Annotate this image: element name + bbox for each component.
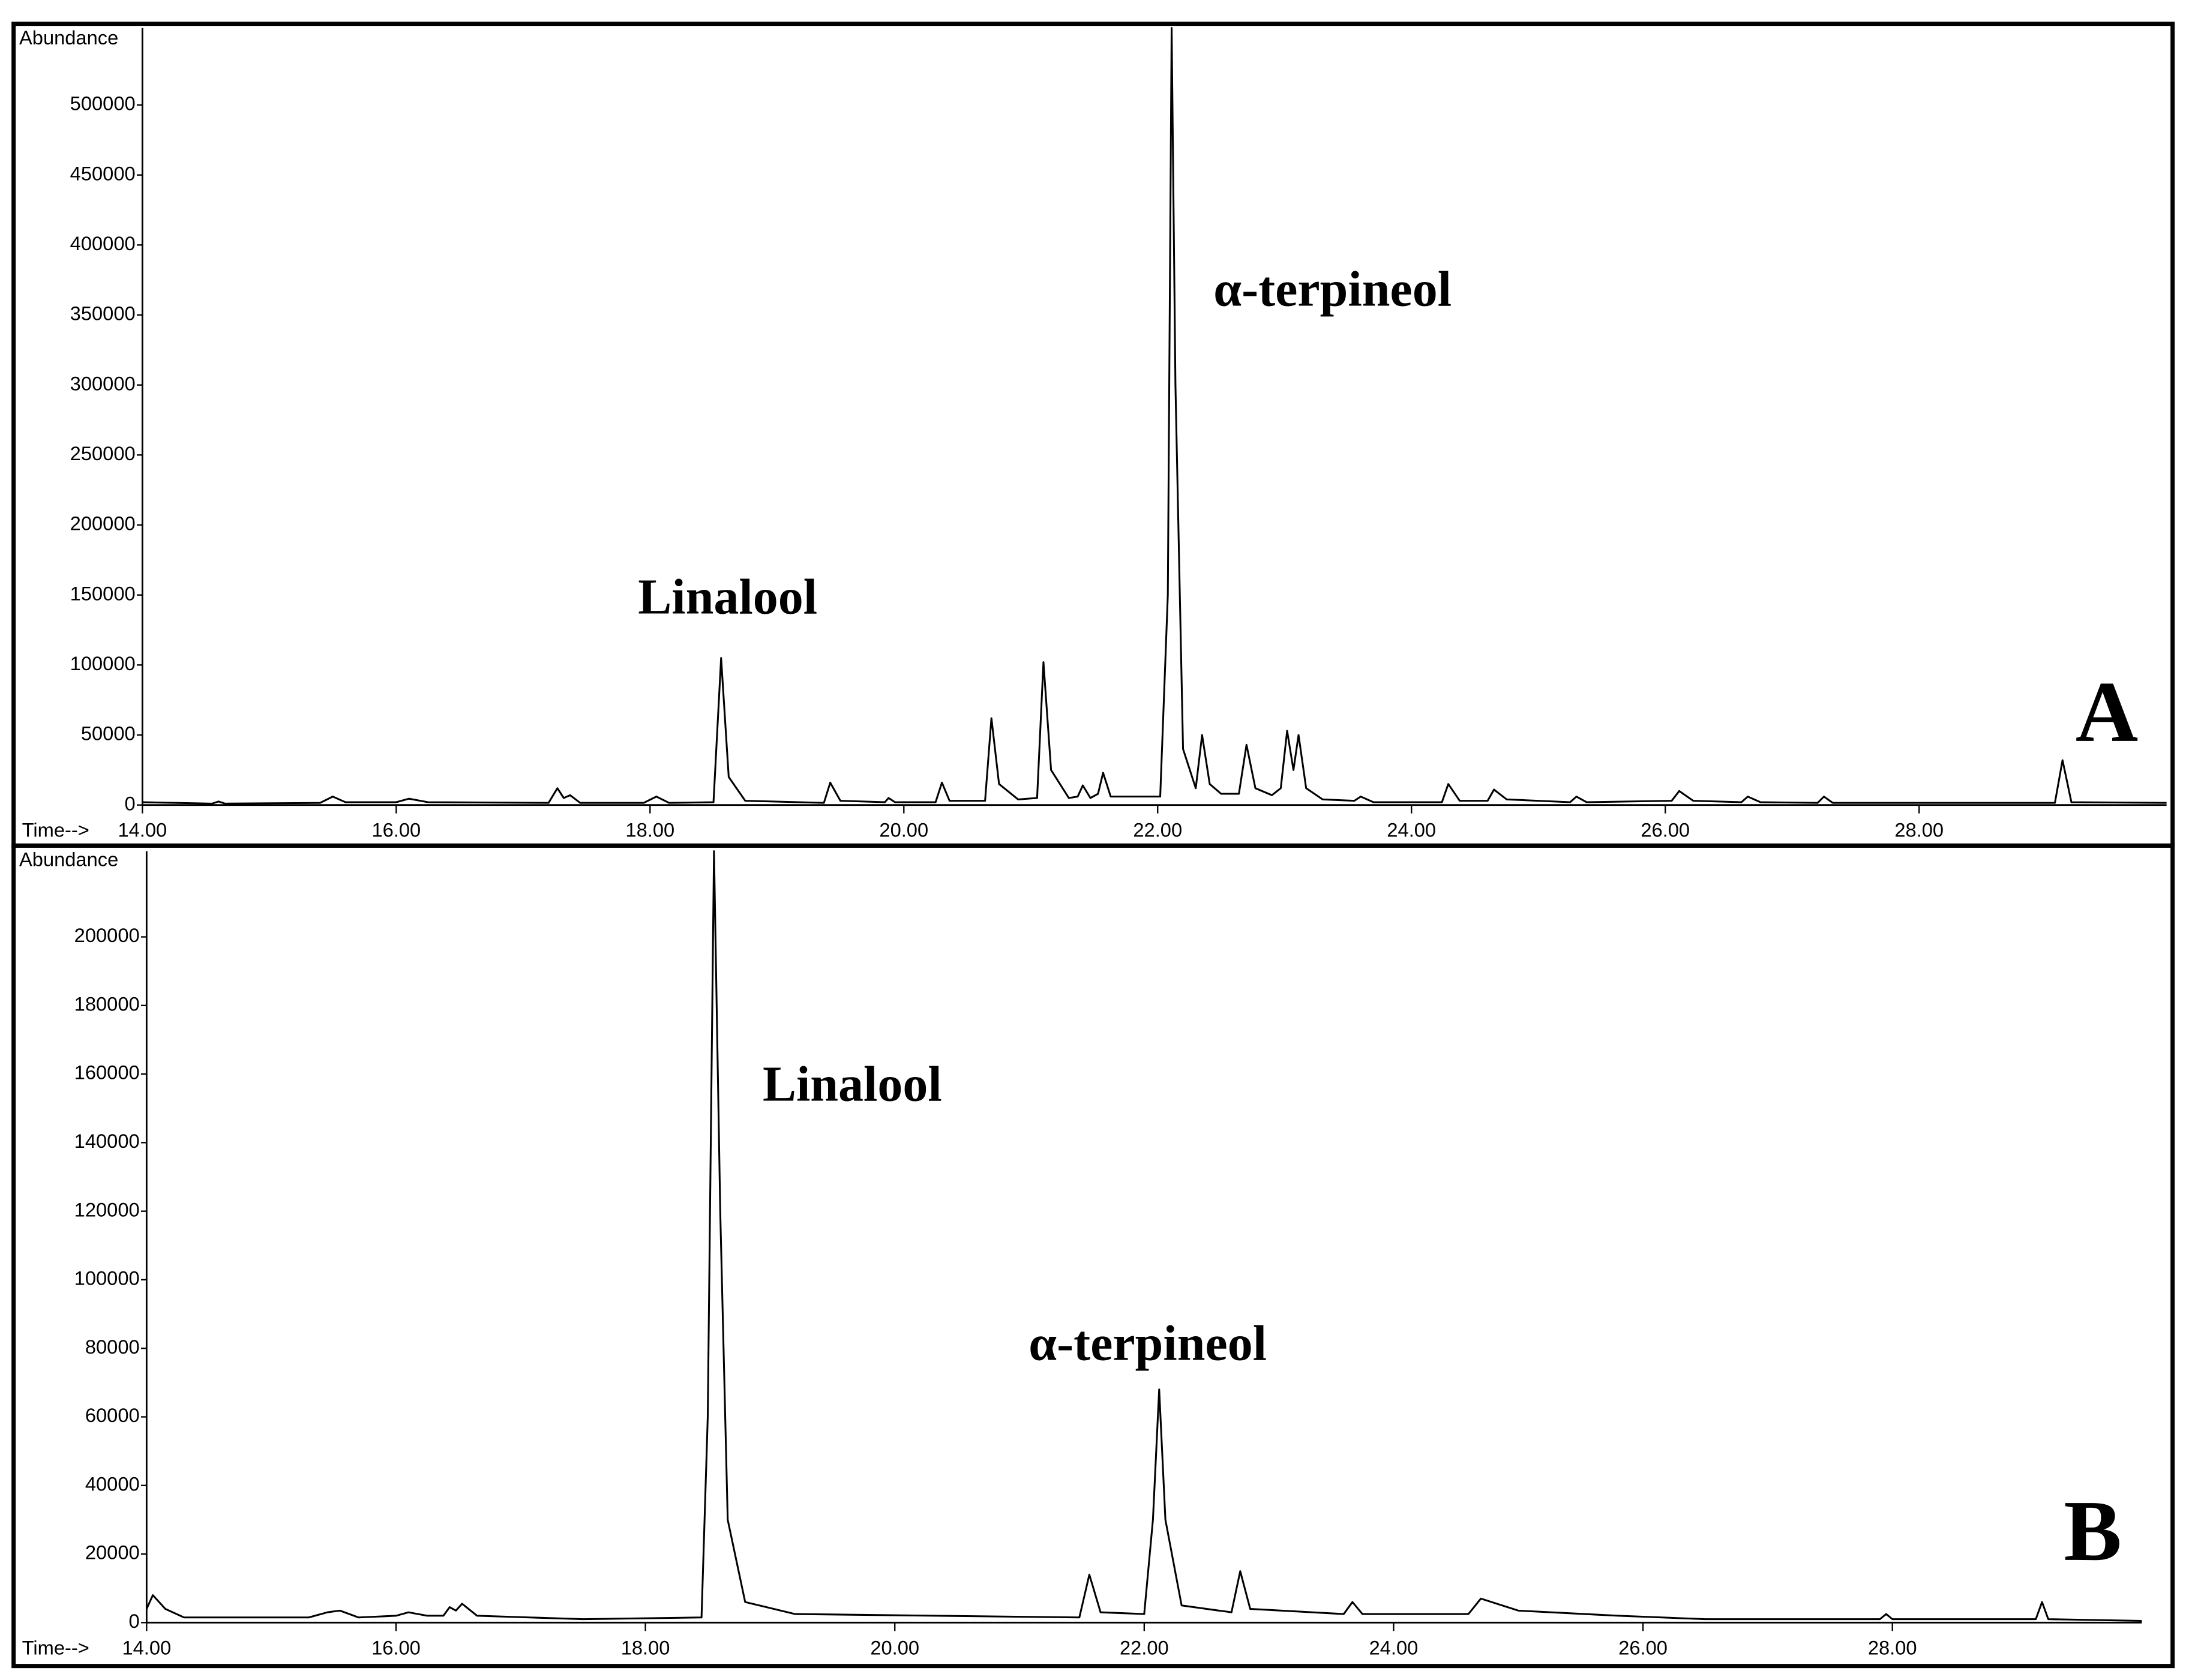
x-tick-label: 16.00: [371, 819, 421, 841]
y-tick-label: 0: [128, 1610, 139, 1632]
panel-label: B: [2064, 1483, 2122, 1579]
y-tick-label: 40000: [85, 1472, 140, 1495]
y-axis-label: Abundance: [19, 26, 118, 49]
panel-label: A: [2076, 664, 2138, 760]
y-tick-label: 80000: [85, 1336, 140, 1358]
x-tick-label: 20.00: [879, 819, 928, 841]
y-tick-label: 400000: [70, 232, 136, 254]
x-tick-label: 28.00: [1894, 819, 1944, 841]
x-tick-label: 26.00: [1641, 819, 1690, 841]
x-tick-label: 22.00: [1120, 1636, 1169, 1658]
y-tick-label: 100000: [70, 652, 136, 674]
peak-annotation: α-terpineol: [1028, 1315, 1267, 1371]
y-tick-label: 200000: [74, 924, 140, 946]
x-tick-label: 14.00: [118, 819, 167, 841]
x-tick-label: 16.00: [371, 1636, 421, 1658]
peak-annotation: α-terpineol: [1213, 261, 1452, 317]
chromatogram-line: [145, 850, 2142, 1622]
y-tick-label: 0: [124, 792, 135, 814]
y-tick-label: 180000: [74, 992, 140, 1015]
y-tick-label: 150000: [70, 582, 136, 604]
panel-frame: [11, 843, 2175, 1669]
y-tick-label: 350000: [70, 302, 136, 325]
x-tick-label: 24.00: [1369, 1636, 1419, 1658]
y-axis-label: Abundance: [19, 848, 118, 871]
x-tick-label: 24.00: [1387, 819, 1436, 841]
peak-annotation: Linalool: [638, 569, 817, 625]
y-tick-label: 100000: [74, 1267, 140, 1289]
y-tick-label: 250000: [70, 442, 136, 464]
x-tick-label: 28.00: [1868, 1636, 1917, 1658]
chromatogram-line: [142, 27, 2167, 805]
y-tick-label: 140000: [74, 1130, 140, 1152]
y-tick-label: 450000: [70, 162, 136, 184]
x-tick-label: 18.00: [621, 1636, 670, 1658]
x-axis-label: Time-->: [22, 819, 89, 841]
y-tick-label: 160000: [74, 1061, 140, 1084]
y-tick-label: 500000: [70, 92, 136, 115]
y-tick-label: 200000: [70, 512, 136, 535]
y-tick-label: 60000: [85, 1404, 140, 1426]
x-tick-label: 18.00: [625, 819, 674, 841]
x-tick-label: 22.00: [1133, 819, 1182, 841]
x-axis-label: Time-->: [22, 1636, 89, 1658]
y-tick-label: 120000: [74, 1198, 140, 1220]
peak-annotation: Linalool: [763, 1057, 942, 1112]
x-tick-label: 14.00: [122, 1636, 171, 1658]
y-tick-label: 50000: [81, 722, 136, 745]
y-tick-label: 300000: [70, 372, 136, 394]
x-tick-label: 26.00: [1618, 1636, 1668, 1658]
x-tick-label: 20.00: [870, 1636, 919, 1658]
y-tick-label: 20000: [85, 1541, 140, 1564]
